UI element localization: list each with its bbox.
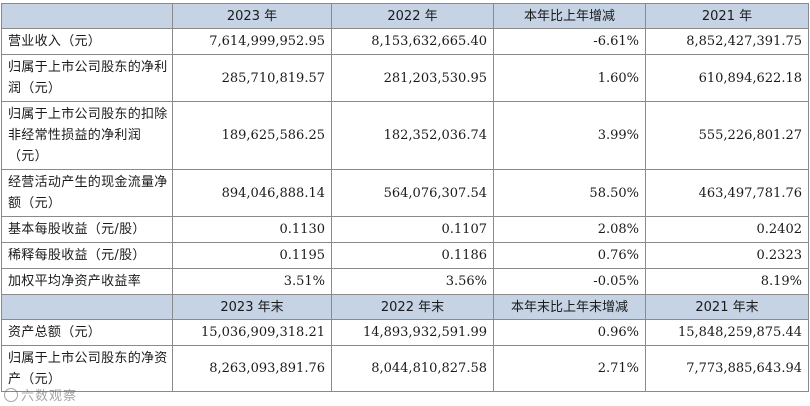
cell-value: 189,625,586.25 — [172, 101, 332, 170]
header-col: 2023 年末 — [172, 294, 332, 320]
table-row: 归属于上市公司股东的扣除非经常性损益的净利润（元） 189,625,586.25… — [1, 101, 809, 170]
watermark-logo-icon — [4, 388, 18, 402]
row-label: 经营活动产生的现金流量净额（元） — [1, 169, 173, 217]
table-row: 营业收入（元） 7,614,999,952.95 8,153,632,665.4… — [1, 28, 809, 55]
header-blank — [1, 294, 173, 320]
row-label: 归属于上市公司股东的净资产（元） — [1, 345, 173, 392]
cell-value: 58.50% — [493, 169, 646, 217]
cell-value: 555,226,801.27 — [645, 101, 809, 170]
cell-value: 463,497,781.76 — [645, 169, 809, 217]
cell-value: 0.96% — [493, 319, 646, 346]
row-label: 归属于上市公司股东的净利润（元） — [1, 54, 173, 102]
cell-value: 610,894,622.18 — [645, 54, 809, 102]
row-label: 加权平均净资产收益率 — [1, 268, 173, 295]
cell-value: -0.05% — [493, 268, 646, 295]
cell-value: 564,076,307.54 — [331, 169, 494, 217]
table-row: 基本每股收益（元/股） 0.1130 0.1107 2.08% 0.2402 — [1, 216, 809, 243]
cell-value: 0.1130 — [172, 216, 332, 243]
cell-value: 15,036,909,318.21 — [172, 319, 332, 346]
header-col: 2022 年末 — [331, 294, 494, 320]
header-col: 本年比上年增减 — [493, 3, 646, 29]
cell-value: 894,046,888.14 — [172, 169, 332, 217]
watermark: 六数观察 — [4, 385, 77, 404]
header-row: 2023 年 2022 年 本年比上年增减 2021 年 — [1, 3, 809, 29]
cell-value: -6.61% — [493, 28, 646, 55]
table-row: 归属于上市公司股东的净资产（元） 8,263,093,891.76 8,044,… — [1, 345, 809, 392]
financial-summary-table: 2023 年 2022 年 本年比上年增减 2021 年 营业收入（元） 7,6… — [1, 3, 809, 392]
cell-value: 3.99% — [493, 101, 646, 170]
cell-value: 8,263,093,891.76 — [172, 345, 332, 392]
header-blank — [1, 3, 173, 29]
table-row: 加权平均净资产收益率 3.51% 3.56% -0.05% 8.19% — [1, 268, 809, 295]
cell-value: 1.60% — [493, 54, 646, 102]
table-row: 归属于上市公司股东的净利润（元） 285,710,819.57 281,203,… — [1, 54, 809, 102]
cell-value: 0.1195 — [172, 242, 332, 269]
cell-value: 15,848,259,875.44 — [645, 319, 809, 346]
cell-value: 0.2323 — [645, 242, 809, 269]
cell-value: 8,852,427,391.75 — [645, 28, 809, 55]
header-col: 2021 年 — [645, 3, 809, 29]
cell-value: 3.51% — [172, 268, 332, 295]
header-col: 2022 年 — [331, 3, 494, 29]
cell-value: 8,153,632,665.40 — [331, 28, 494, 55]
cell-value: 14,893,932,591.99 — [331, 319, 494, 346]
header-row: 2023 年末 2022 年末 本年末比上年末增减 2021 年末 — [1, 294, 809, 320]
row-label: 归属于上市公司股东的扣除非经常性损益的净利润（元） — [1, 101, 173, 170]
cell-value: 7,773,885,643.94 — [645, 345, 809, 392]
row-label: 资产总额（元） — [1, 319, 173, 346]
cell-value: 182,352,036.74 — [331, 101, 494, 170]
row-label: 基本每股收益（元/股） — [1, 216, 173, 243]
cell-value: 281,203,530.95 — [331, 54, 494, 102]
cell-value: 3.56% — [331, 268, 494, 295]
cell-value: 8.19% — [645, 268, 809, 295]
cell-value: 8,044,810,827.58 — [331, 345, 494, 392]
row-label: 营业收入（元） — [1, 28, 173, 55]
row-label: 稀释每股收益（元/股） — [1, 242, 173, 269]
watermark-text: 六数观察 — [21, 389, 78, 404]
table-row: 资产总额（元） 15,036,909,318.21 14,893,932,591… — [1, 319, 809, 346]
header-col: 2021 年末 — [645, 294, 809, 320]
cell-value: 0.76% — [493, 242, 646, 269]
cell-value: 7,614,999,952.95 — [172, 28, 332, 55]
cell-value: 0.2402 — [645, 216, 809, 243]
cell-value: 0.1186 — [331, 242, 494, 269]
header-col: 2023 年 — [172, 3, 332, 29]
cell-value: 0.1107 — [331, 216, 494, 243]
cell-value: 2.08% — [493, 216, 646, 243]
header-col: 本年末比上年末增减 — [493, 294, 646, 320]
table-row: 经营活动产生的现金流量净额（元） 894,046,888.14 564,076,… — [1, 169, 809, 217]
table-row: 稀释每股收益（元/股） 0.1195 0.1186 0.76% 0.2323 — [1, 242, 809, 269]
cell-value: 285,710,819.57 — [172, 54, 332, 102]
cell-value: 2.71% — [493, 345, 646, 392]
